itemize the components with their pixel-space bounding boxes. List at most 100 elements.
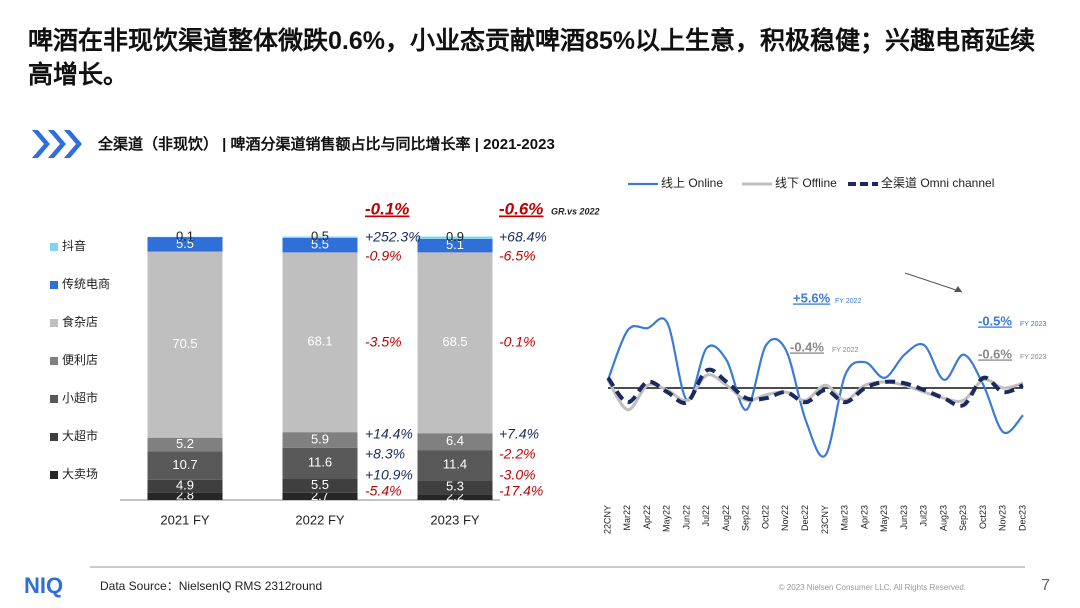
line-series	[606, 367, 1024, 408]
bar-segment	[417, 450, 493, 481]
x-tick-label: 2022 FY	[295, 512, 344, 527]
bar-value-label: 0.1	[176, 228, 194, 243]
annotation-note: FY 2023	[1020, 354, 1046, 361]
x-tick-label: Aug23	[938, 505, 948, 531]
annotation-value: -0.6%	[978, 346, 1012, 361]
x-tick-label: 2021 FY	[160, 512, 209, 527]
x-tick-label: May22	[662, 505, 672, 532]
x-tick-label: Sep23	[958, 505, 968, 531]
chevron	[48, 130, 66, 158]
growth-label: -17.4%	[499, 483, 543, 499]
growth-label: -6.5%	[499, 248, 536, 264]
legend-label: 全渠道 Omni channel	[881, 175, 994, 190]
bar-value-label: 11.6	[308, 454, 332, 469]
chevron	[32, 130, 50, 158]
growth-label: -2.2%	[499, 446, 536, 462]
x-tick-label: Dec22	[800, 505, 810, 531]
legend-label: 大超市	[62, 428, 98, 443]
growth-label: +10.9%	[365, 467, 413, 483]
growth-label: -3.5%	[365, 334, 402, 350]
bar-segment	[282, 236, 358, 238]
bar-value-label: 4.9	[176, 478, 194, 493]
growth-note: GR.vs 2022	[551, 206, 600, 216]
annotation-note: FY 2022	[835, 298, 861, 305]
x-tick-label: Jun23	[899, 505, 909, 530]
legend-label: 小超市	[62, 390, 98, 405]
bar-segment	[417, 433, 493, 451]
bar-value-label: 68.1	[307, 334, 332, 349]
bar-segment	[417, 252, 493, 434]
growth-label: +7.4%	[499, 426, 539, 442]
legend-label: 食杂店	[62, 314, 98, 329]
growth-total: -0.1%	[365, 199, 409, 218]
bar-segment	[282, 478, 358, 493]
x-tick-label: Aug22	[721, 505, 731, 531]
legend-swatch	[50, 357, 58, 365]
logo: NIQ	[24, 573, 63, 598]
bar-segment	[282, 447, 358, 479]
x-tick-label: 23CNY	[820, 505, 830, 534]
bar-segment	[417, 238, 493, 253]
source: Data Source：NielsenIQ RMS 2312round	[100, 579, 322, 593]
x-tick-label: Oct23	[978, 505, 988, 529]
bar-segment	[147, 451, 223, 480]
growth-label: +252.3%	[365, 229, 421, 245]
bar-segment	[147, 479, 223, 493]
growth-label: +8.3%	[365, 446, 405, 462]
x-tick-label: Apr23	[859, 505, 869, 529]
x-tick-label: 2023 FY	[430, 512, 479, 527]
bar-value-label: 5.5	[176, 236, 194, 251]
bar-value-label: 11.4	[443, 457, 467, 472]
bar-value-label: 5.1	[446, 237, 464, 252]
x-tick-label: Sep22	[741, 505, 751, 531]
bar-value-label: 5.5	[311, 477, 329, 492]
section-title: 全渠道（非现饮） | 啤酒分渠道销售额占比与同比增长率 | 2021-2023	[97, 135, 555, 153]
growth-total: -0.6%	[499, 199, 543, 218]
bar-segment	[147, 492, 223, 500]
bar-value-label: 68.5	[442, 334, 467, 349]
bar-segment	[417, 236, 493, 239]
legend-swatch	[50, 395, 58, 403]
annotation-value: -0.5%	[978, 313, 1012, 328]
x-tick-label: Jul23	[919, 505, 929, 527]
legend-swatch	[50, 243, 58, 251]
legend-label: 线下 Offline	[775, 176, 837, 190]
copyright: © 2023 Nielsen Consumer LLC. All Rights …	[779, 583, 966, 592]
x-tick-label: May23	[879, 505, 889, 532]
x-tick-label: 22CNY	[602, 505, 612, 534]
x-tick-label: Nov22	[780, 505, 790, 531]
legend-label: 大卖场	[62, 467, 98, 481]
bar-value-label: 0.5	[311, 229, 329, 244]
bar-segment	[282, 432, 358, 448]
bar-segment	[417, 494, 493, 500]
growth-label: -0.1%	[499, 334, 536, 350]
bar-value-label: 6.4	[446, 433, 464, 448]
x-tick-label: Jun22	[681, 505, 691, 530]
bar-segment	[282, 492, 358, 500]
legend-label: 传统电商	[62, 276, 110, 291]
annotation-note: FY 2022	[832, 347, 858, 354]
legend-swatch	[50, 433, 58, 441]
chevron	[64, 130, 82, 158]
growth-label: +14.4%	[365, 426, 413, 442]
bar-value-label: 5.3	[446, 479, 464, 494]
legend-swatch	[50, 319, 58, 327]
bar-value-label: 5.9	[311, 431, 329, 446]
bar-segment	[147, 437, 223, 452]
arrow-head	[954, 286, 962, 292]
bar-value-label: 5.2	[176, 436, 194, 451]
bar-value-label: 10.7	[172, 457, 197, 472]
growth-label: -3.0%	[499, 467, 536, 483]
legend-swatch	[50, 471, 58, 479]
legend-label: 抖音	[62, 238, 86, 253]
legend-label: 线上 Online	[661, 176, 723, 190]
legend-swatch	[50, 281, 58, 289]
x-tick-label: Jul22	[701, 505, 711, 527]
line-series	[606, 373, 1024, 412]
bar-value-label: 70.5	[172, 336, 197, 351]
trend-arrow	[904, 272, 963, 293]
x-tick-label: Nov23	[998, 505, 1008, 531]
bar-segment	[282, 252, 358, 433]
x-tick-label: Mar23	[840, 505, 850, 531]
